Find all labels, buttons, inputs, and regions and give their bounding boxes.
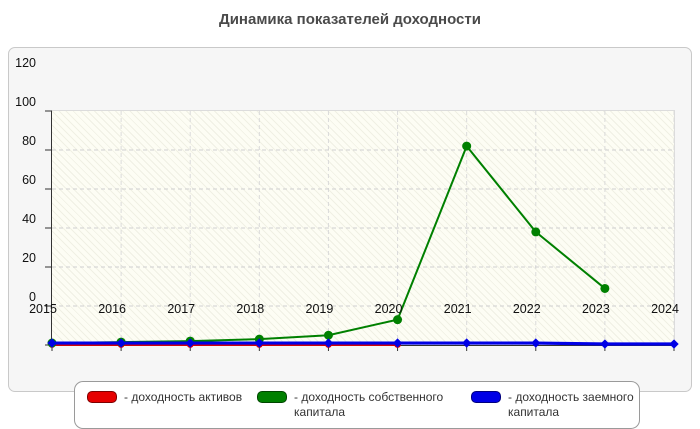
series-line <box>52 341 674 346</box>
data-point-marker <box>600 339 610 349</box>
data-point-marker <box>254 338 265 348</box>
legend-swatch-equity-icon <box>257 391 287 403</box>
legend-label-equity: - доходность собственного капитала <box>294 390 444 419</box>
chart-title: Динамика показателей доходности <box>219 11 481 28</box>
legend-label-debt: - доходность заемного капитала <box>508 390 634 419</box>
legend-item-assets: - доходность активов <box>87 390 257 405</box>
data-point-marker <box>462 141 472 151</box>
data-point-marker <box>461 338 472 348</box>
app-root: { "title": "Динамика показателей доходно… <box>8 11 692 429</box>
data-point-marker <box>116 338 126 348</box>
data-point-marker <box>600 283 610 293</box>
data-point-marker <box>323 338 334 348</box>
data-point-marker <box>47 338 57 348</box>
data-point-marker <box>531 227 541 237</box>
legend-swatch-assets-icon <box>87 391 117 403</box>
data-point-marker <box>392 338 403 348</box>
legend-swatch-debt-icon <box>471 391 501 403</box>
chart-svg <box>45 110 679 351</box>
legend-item-equity: - доходность собственного капитала <box>257 390 471 420</box>
chart-legend: - доходность активов - доходность собств… <box>74 381 640 429</box>
legend-label-assets: - доходность активов <box>124 390 243 404</box>
data-point-marker <box>531 338 541 348</box>
chart-panel: - доходность активов - доходность собств… <box>8 47 692 429</box>
plot-area <box>45 110 679 351</box>
data-point-marker <box>393 315 403 325</box>
data-point-marker <box>323 330 333 340</box>
data-point-marker <box>185 338 195 348</box>
data-point-marker <box>669 339 679 349</box>
legend-item-debt: - доходность заемного капитала <box>471 390 660 420</box>
series-2 <box>47 338 679 349</box>
